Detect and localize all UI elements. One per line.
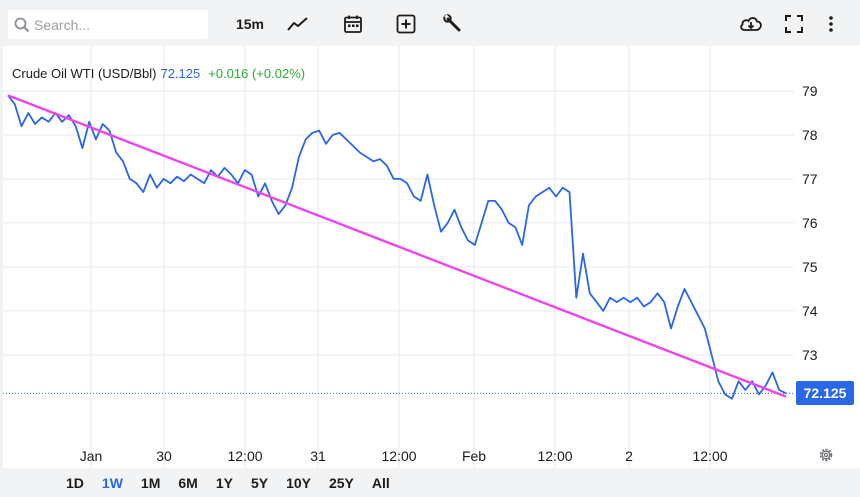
legend-change: +0.016 (+0.02%) — [208, 66, 306, 81]
chart-type-button[interactable] — [286, 12, 310, 36]
search-icon — [14, 17, 30, 32]
x-tick-label: 12:00 — [227, 448, 263, 464]
y-tick-label: 78 — [802, 126, 818, 143]
x-tick-label: 31 — [310, 448, 326, 464]
range-button-1d[interactable]: 1D — [66, 474, 84, 491]
x-tick-label: Jan — [79, 448, 103, 464]
range-button-1w[interactable]: 1W — [101, 474, 123, 491]
fullscreen-icon — [785, 15, 803, 33]
date-range-button[interactable] — [342, 12, 364, 36]
range-selector: 1D 1W 1M 6M 1Y 5Y 10Y 25Y All — [0, 468, 860, 497]
toolbar: 15m — [0, 0, 860, 46]
price-series-line — [7, 94, 787, 400]
interval-label: 15m — [235, 16, 265, 32]
range-button-10y[interactable]: 10Y — [286, 474, 311, 491]
y-tick-label: 76 — [802, 214, 818, 231]
last-price-tag: 72.125 — [796, 381, 854, 405]
x-tick-label: Feb — [461, 448, 487, 464]
range-button-1m[interactable]: 1M — [140, 474, 161, 491]
search-box[interactable] — [8, 10, 208, 39]
add-indicator-icon — [396, 14, 416, 34]
x-tick-label: 12:00 — [537, 448, 573, 464]
fullscreen-button[interactable] — [784, 12, 804, 36]
y-tick-label: 77 — [802, 170, 818, 187]
range-button-6m[interactable]: 6M — [178, 474, 198, 491]
range-button-all[interactable]: All — [371, 474, 390, 491]
legend-price: 72.125 — [160, 66, 201, 81]
add-indicator-button[interactable] — [395, 12, 417, 36]
gear-icon[interactable] — [817, 446, 835, 464]
y-tick-label: 73 — [802, 346, 818, 363]
wrench-icon — [443, 14, 461, 32]
search-input[interactable] — [34, 16, 204, 33]
y-tick-label: 74 — [802, 302, 818, 319]
cloud-download-icon — [740, 17, 762, 31]
x-tick-label: 12:00 — [692, 448, 728, 464]
range-button-5y[interactable]: 5Y — [250, 474, 269, 491]
range-button-25y[interactable]: 25Y — [328, 474, 354, 491]
x-tick-label: 12:00 — [381, 448, 417, 464]
calendar-icon — [344, 15, 362, 33]
range-button-1y[interactable]: 1Y — [215, 474, 233, 491]
more-options-button[interactable] — [824, 12, 838, 36]
chart-legend: Crude Oil WTI (USD/Bbl) 72.125 +0.016 (+0.… — [12, 66, 305, 81]
more-vertical-icon — [829, 16, 833, 32]
tools-button[interactable] — [442, 12, 464, 36]
line-chart-icon — [287, 17, 308, 31]
x-tick-label: 2 — [625, 448, 633, 464]
y-tick-label: 75 — [802, 258, 818, 275]
x-tick-label: 30 — [156, 448, 172, 464]
download-button[interactable] — [739, 12, 763, 36]
trendline[interactable] — [7, 94, 787, 398]
y-tick-label: 79 — [802, 82, 818, 99]
instrument-name: Crude Oil WTI (USD/Bbl) — [12, 66, 157, 81]
interval-button[interactable]: 15m — [232, 12, 268, 36]
